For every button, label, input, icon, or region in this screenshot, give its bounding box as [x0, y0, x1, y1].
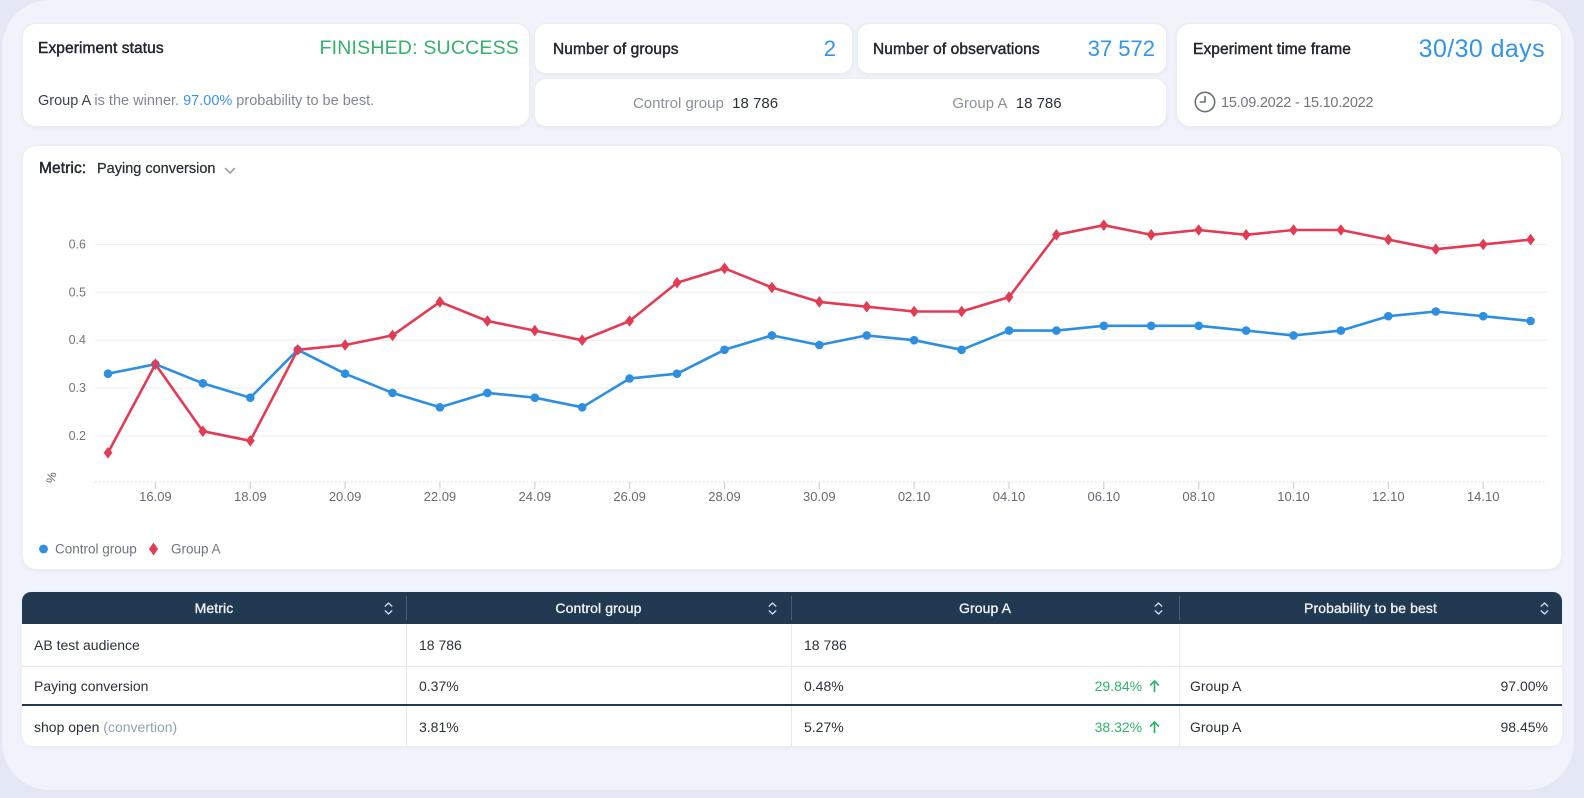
svg-text:12.10: 12.10: [1372, 489, 1405, 504]
svg-text:Control group: Control group: [55, 542, 137, 557]
svg-text:14.10: 14.10: [1467, 489, 1500, 504]
svg-text:02.10: 02.10: [898, 489, 931, 504]
svg-text:24.09: 24.09: [519, 489, 552, 504]
svg-text:%: %: [43, 471, 59, 484]
svg-text:28.09: 28.09: [708, 489, 741, 504]
svg-text:30.09: 30.09: [803, 489, 836, 504]
svg-text:22.09: 22.09: [424, 489, 457, 504]
svg-text:20.09: 20.09: [329, 489, 362, 504]
svg-text:0.3: 0.3: [69, 381, 86, 395]
svg-text:16.09: 16.09: [139, 489, 172, 504]
svg-text:0.2: 0.2: [69, 429, 86, 443]
svg-text:04.10: 04.10: [993, 489, 1026, 504]
svg-text:06.10: 06.10: [1088, 489, 1121, 504]
svg-text:Group A: Group A: [171, 542, 221, 557]
svg-text:0.5: 0.5: [69, 285, 86, 299]
svg-text:0.4: 0.4: [69, 333, 86, 347]
svg-text:08.10: 08.10: [1182, 489, 1215, 504]
svg-text:10.10: 10.10: [1277, 489, 1310, 504]
svg-text:0.6: 0.6: [69, 237, 86, 251]
svg-text:26.09: 26.09: [613, 489, 646, 504]
svg-text:18.09: 18.09: [234, 489, 267, 504]
